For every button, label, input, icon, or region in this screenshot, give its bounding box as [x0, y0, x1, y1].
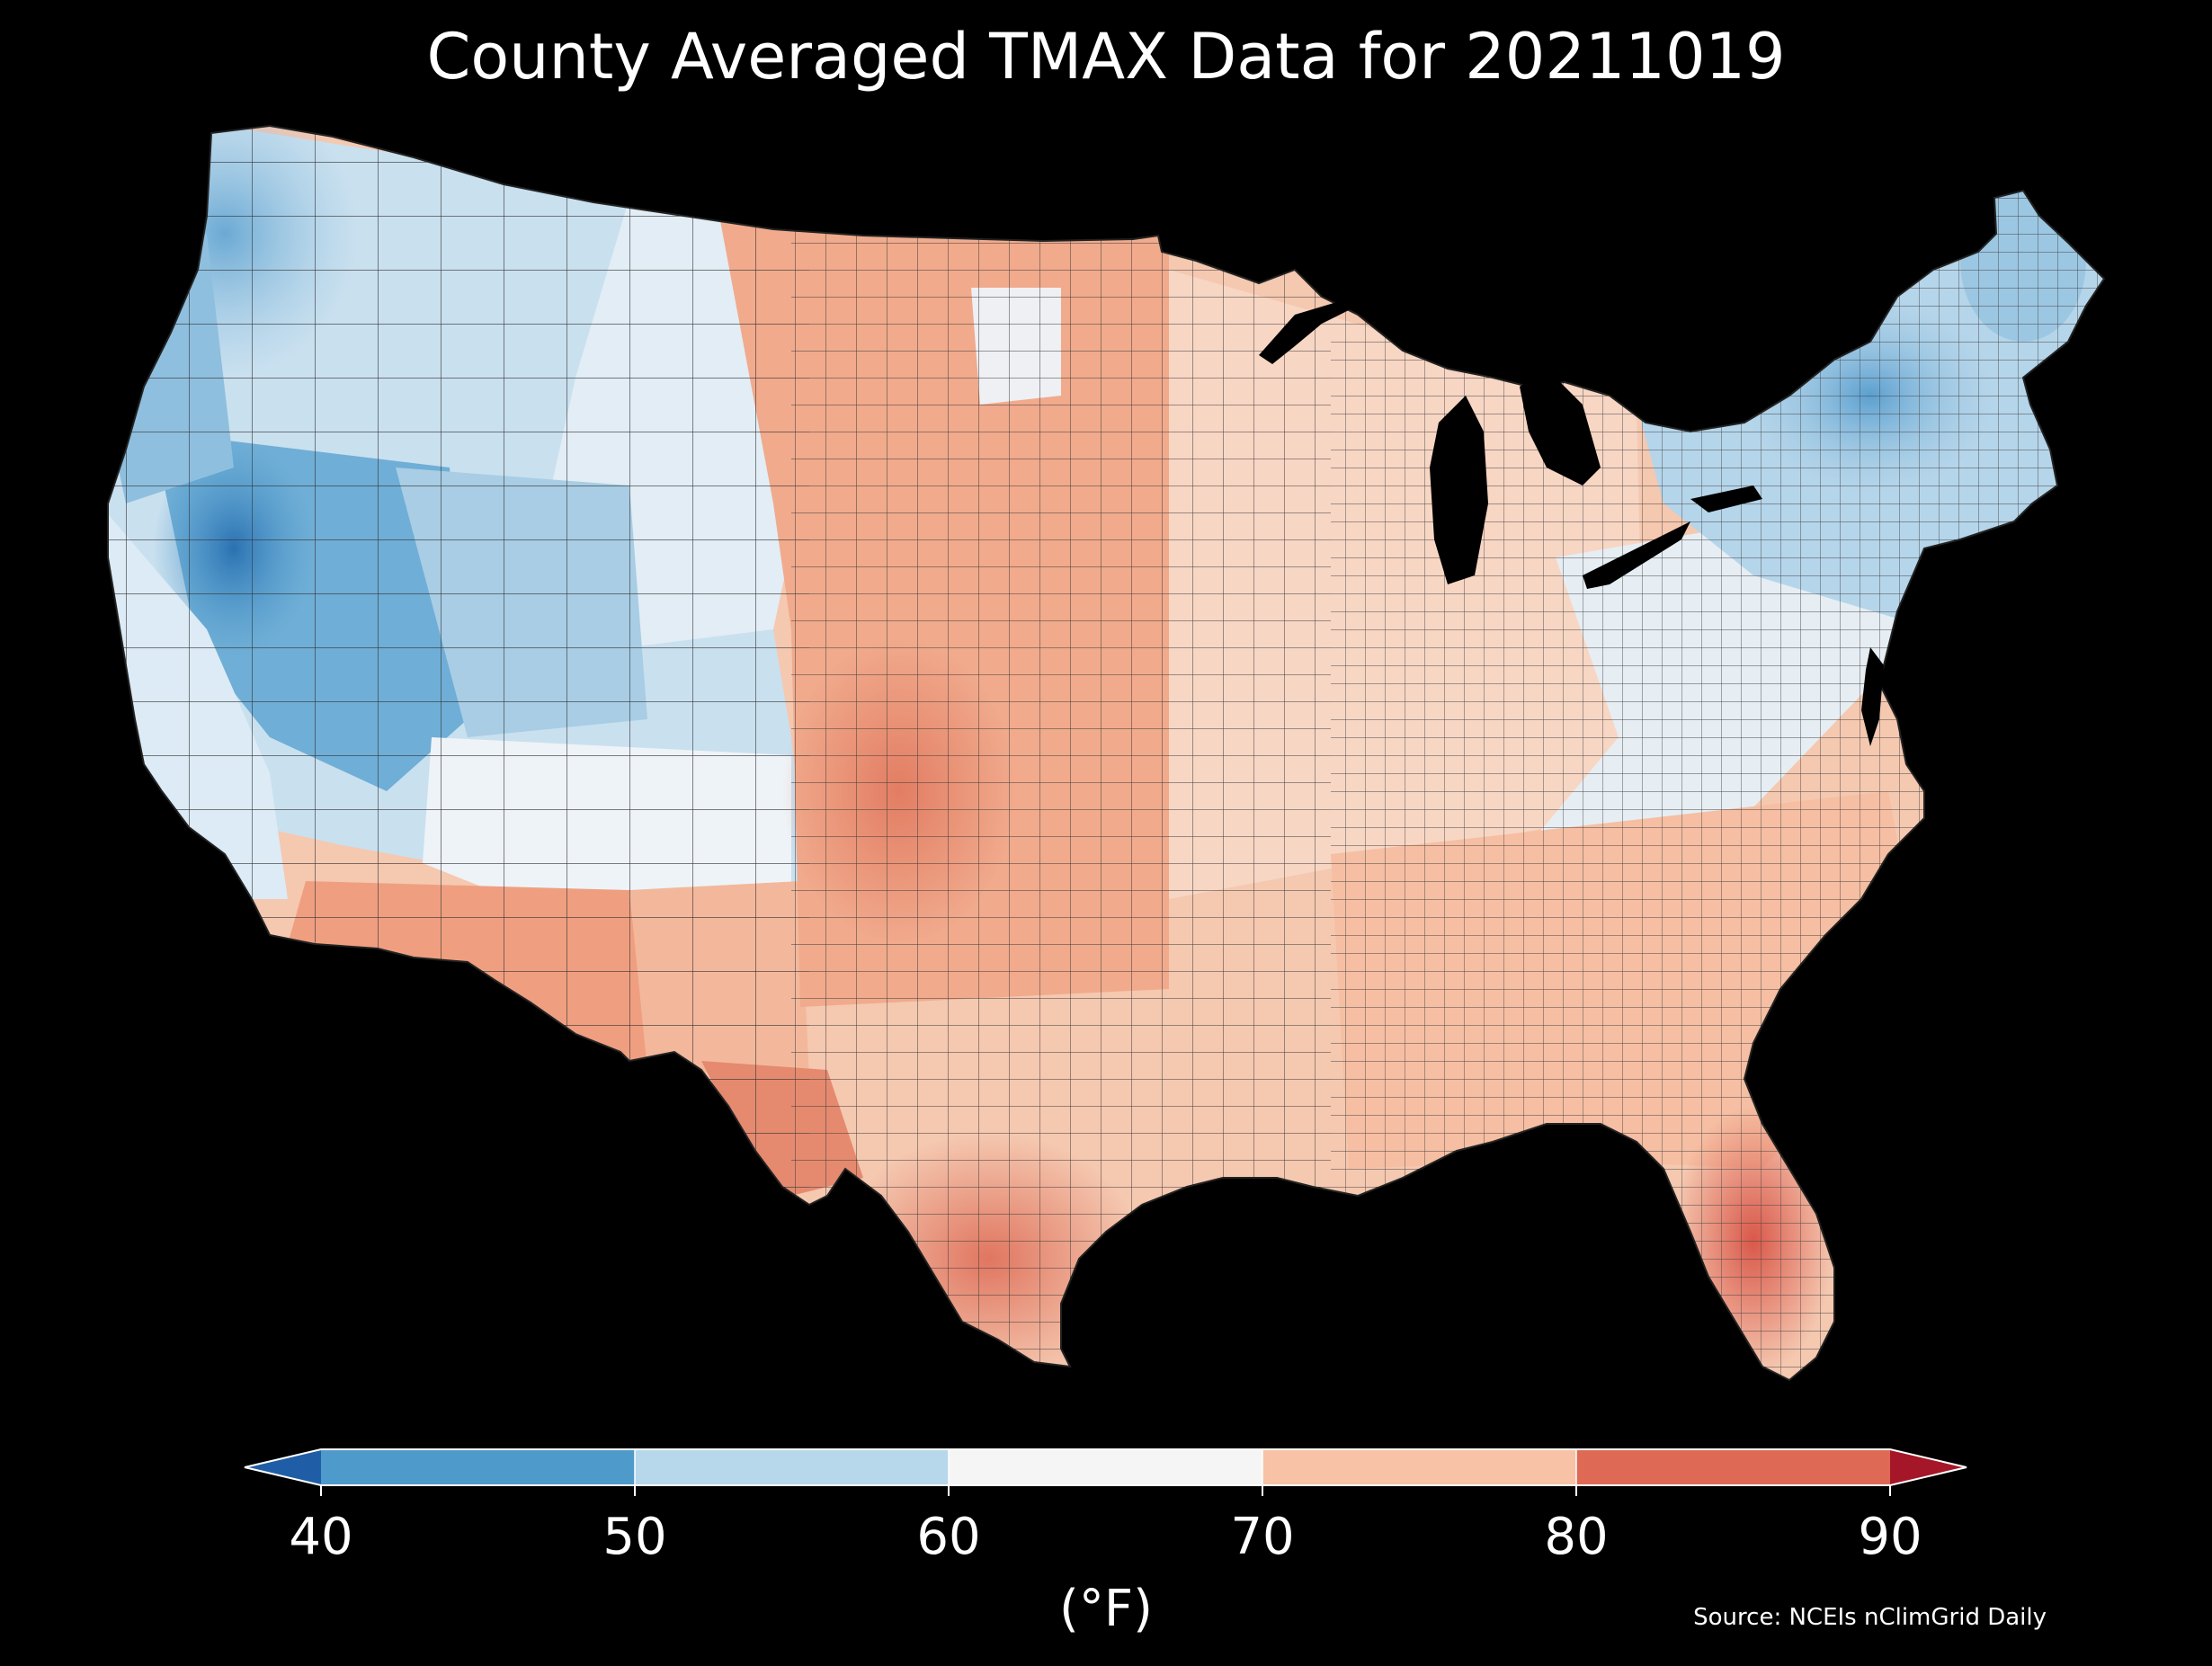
source-note: Source: NCEIs nClimGrid Daily [1693, 1604, 2047, 1631]
county-borders-central [791, 126, 1331, 1380]
lake-michigan [1430, 396, 1488, 584]
colorbar-under-arrow [245, 1449, 321, 1485]
us-county-tmax-map [107, 125, 2105, 1381]
lake-ontario [1690, 486, 1762, 512]
colorbar-units-label: (°F) [1059, 1580, 1153, 1638]
colorbar-tick-80: 80 [1544, 1508, 1609, 1566]
colorbar-bin-80-90 [1576, 1449, 1890, 1485]
lake-huron [1520, 369, 1601, 486]
colorbar-over-arrow [1890, 1449, 1967, 1485]
colorbar-bin-50-60 [635, 1449, 949, 1485]
colorbar-tick-40: 40 [289, 1508, 353, 1566]
chesapeake-bay [1861, 647, 1884, 746]
colorbar-bin-40-50 [321, 1449, 635, 1485]
map-title: County Averaged TMAX Data for 20211019 [426, 20, 1786, 94]
colorbar-bin-60-70 [949, 1449, 1262, 1485]
colorbar-tick-70: 70 [1230, 1508, 1295, 1566]
colorbar-tick-50: 50 [602, 1508, 667, 1566]
lake-erie [1583, 521, 1690, 589]
colorbar-bins [244, 1448, 1967, 1496]
great-lakes [1259, 288, 1884, 746]
colorbar-tick-90: 90 [1858, 1508, 1922, 1566]
colorbar-bin-70-80 [1262, 1449, 1576, 1485]
colorbar-tick-60: 60 [916, 1508, 981, 1566]
lake-superior [1259, 288, 1367, 364]
